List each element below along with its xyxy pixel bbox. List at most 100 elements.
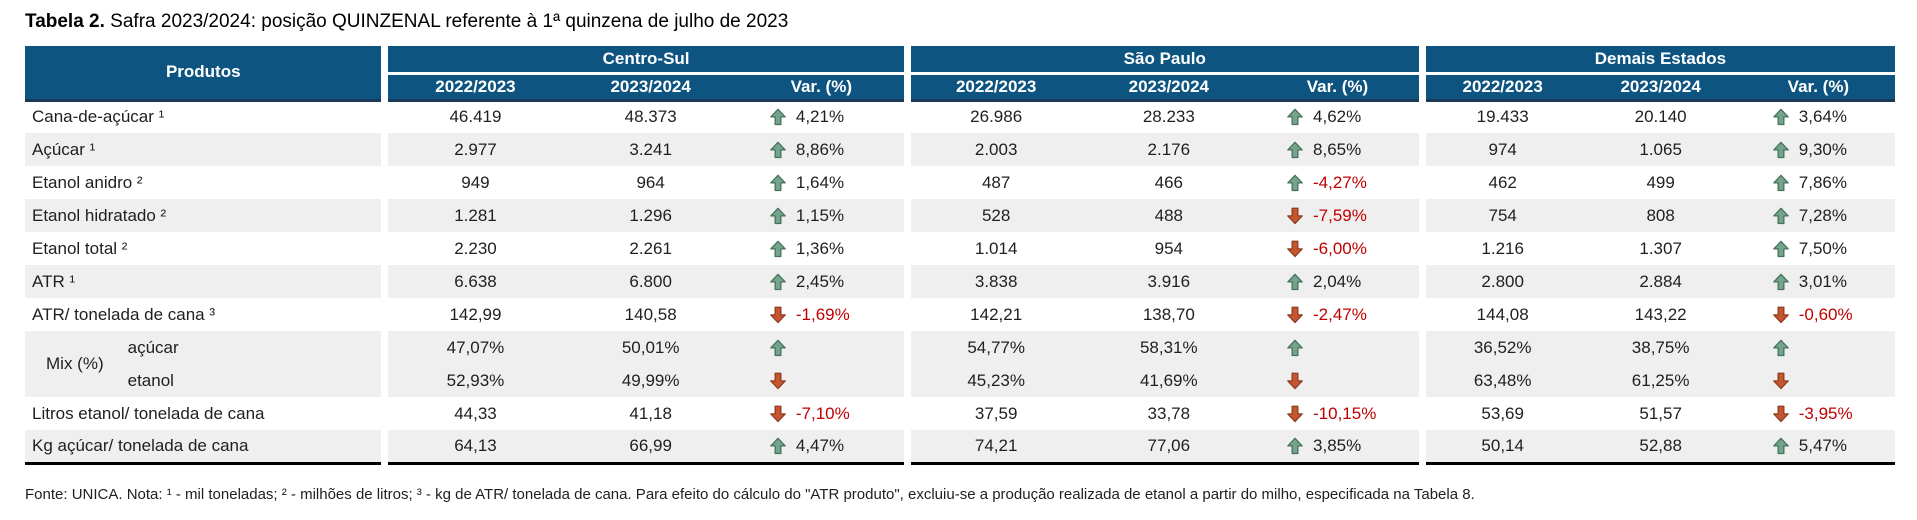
variation-text: 4,47% [795, 435, 845, 455]
variation-text: 8,86% [795, 139, 845, 159]
value-curr-season: 3.241 [562, 133, 739, 166]
value-curr-season: 3.916 [1081, 265, 1257, 298]
value-variation: -7,10% [738, 397, 908, 430]
table-row: Etanol hidratado ² 1.281 1.296 1,15% 528 488 -… [25, 199, 1895, 232]
col-header-prev-season: 2022/2023 [903, 71, 1082, 102]
table-row: Mix (%) açúcar etanol 47,07% 50,01% 54,77% 58,… [25, 331, 1895, 397]
value-curr-season: 28.233 [1081, 100, 1257, 133]
value-prev-season: 2.230 [381, 232, 563, 265]
product-cell: Kg açúcar/ tonelada de cana [25, 430, 385, 465]
data-table: Produtos Centro-Sul São Paulo Demais Est… [25, 46, 1895, 465]
up-arrow-icon [770, 207, 786, 224]
table-body: Cana-de-açúcar ¹ 46.419 48.373 4,21% 26.986 2… [25, 100, 1895, 465]
up-arrow-icon [1772, 339, 1789, 356]
up-arrow-icon [1287, 174, 1303, 191]
value-curr-season: 2.884 [1579, 265, 1742, 298]
value-prev-season: 53,69 [1418, 397, 1580, 430]
variation-text: 3,85% [1313, 435, 1362, 455]
up-arrow-icon [1287, 141, 1303, 158]
table-title-number: Tabela 2. [25, 11, 105, 32]
variation-text: 7,50% [1798, 238, 1847, 258]
value-variation: 3,85% [1256, 430, 1423, 465]
value-curr-season: 2.176 [1081, 133, 1257, 166]
variation-text: 5,47% [1798, 435, 1847, 455]
value-variation: -10,15% [1256, 397, 1423, 430]
table-header: Produtos Centro-Sul São Paulo Demais Est… [25, 46, 1895, 102]
up-arrow-icon [770, 240, 786, 257]
table-title: Tabela 2. Safra 2023/2024: posição QUINZ… [25, 11, 788, 33]
value-prev-season: 52,93% [381, 364, 563, 397]
up-arrow-icon [770, 339, 786, 356]
variation-text: -7,59% [1313, 205, 1367, 225]
table-footnote: Fonte: UNICA. Nota: ¹ - mil toneladas; ²… [25, 486, 1475, 503]
value-curr-season: 2.261 [562, 232, 739, 265]
col-header-var: Var. (%) [738, 71, 908, 102]
variation-text: 8,65% [1313, 139, 1362, 159]
up-arrow-icon [770, 273, 786, 290]
value-variation: -4,27% [1256, 166, 1423, 199]
col-header-var: Var. (%) [1741, 71, 1895, 102]
value-prev-season: 74,21 [903, 430, 1082, 465]
col-header-prev-season: 2022/2023 [381, 71, 563, 102]
value-variation [1741, 364, 1895, 397]
up-arrow-icon [1287, 437, 1303, 454]
variation-text: -2,47% [1313, 304, 1367, 324]
value-prev-season: 26.986 [903, 100, 1082, 133]
value-prev-season: 37,59 [903, 397, 1082, 430]
mix-group-label: Mix (%) [46, 354, 104, 373]
table-row: 52,93% 49,99% 45,23% 41,69% 63,48% 61,25% [25, 364, 1895, 397]
value-curr-season: 808 [1579, 199, 1742, 232]
value-curr-season: 38,75% [1579, 331, 1742, 364]
value-prev-season: 949 [381, 166, 563, 199]
value-prev-season: 2.977 [381, 133, 563, 166]
variation-text: -0,60% [1798, 304, 1853, 324]
value-prev-season: 6.638 [381, 265, 563, 298]
variation-text: 1,64% [795, 172, 845, 192]
value-variation: -2,47% [1256, 298, 1423, 331]
value-prev-season: 1.281 [381, 199, 563, 232]
value-prev-season: 19.433 [1418, 100, 1580, 133]
table-row: ATR/ tonelada de cana ³ 142,99 140,58 -1,69… [25, 298, 1895, 331]
product-cell: Etanol hidratado ² [25, 199, 385, 232]
value-variation: 2,04% [1256, 265, 1423, 298]
variation-text: 9,30% [1798, 139, 1847, 159]
value-curr-season: 954 [1081, 232, 1257, 265]
value-prev-season: 63,48% [1418, 364, 1580, 397]
table-row: Etanol anidro ² 949 964 1,64% 487 466 -4,27% 46… [25, 166, 1895, 199]
value-prev-season: 46.419 [381, 100, 563, 133]
value-curr-season: 41,69% [1081, 364, 1257, 397]
value-variation [738, 364, 908, 397]
value-variation: -6,00% [1256, 232, 1423, 265]
down-arrow-icon [770, 306, 786, 323]
value-variation: 7,86% [1741, 166, 1895, 199]
value-curr-season: 964 [562, 166, 739, 199]
value-prev-season: 50,14 [1418, 430, 1580, 465]
value-variation: 7,28% [1741, 199, 1895, 232]
value-variation: 4,21% [738, 100, 908, 133]
col-header-curr-season: 2023/2024 [562, 71, 739, 102]
value-prev-season: 2.003 [903, 133, 1082, 166]
region-header-centro-sul: Centro-Sul [381, 46, 908, 73]
value-prev-season: 1.216 [1418, 232, 1580, 265]
up-arrow-icon [1287, 273, 1303, 290]
value-curr-season: 49,99% [562, 364, 739, 397]
up-arrow-icon [1772, 207, 1789, 224]
value-variation [1256, 364, 1423, 397]
variation-text: -3,95% [1798, 403, 1853, 423]
value-curr-season: 66,99 [562, 430, 739, 465]
up-arrow-icon [1772, 174, 1789, 191]
down-arrow-icon [1772, 306, 1789, 323]
table-row: Açúcar ¹ 2.977 3.241 8,86% 2.003 2.176 8,65% 97… [25, 133, 1895, 166]
value-curr-season: 1.296 [562, 199, 739, 232]
product-cell: Etanol anidro ² [25, 166, 385, 199]
down-arrow-icon [1287, 240, 1303, 257]
value-prev-season: 1.014 [903, 232, 1082, 265]
up-arrow-icon [770, 141, 786, 158]
variation-text: -1,69% [795, 304, 850, 324]
variation-text: 3,01% [1798, 271, 1847, 291]
variation-text: 7,86% [1798, 172, 1847, 192]
value-curr-season: 50,01% [562, 331, 739, 364]
column-header-row: 2022/2023 2023/2024 Var. (%) 2022/2023 2… [25, 71, 1895, 102]
variation-text: -4,27% [1313, 172, 1367, 192]
value-curr-season: 48.373 [562, 100, 739, 133]
